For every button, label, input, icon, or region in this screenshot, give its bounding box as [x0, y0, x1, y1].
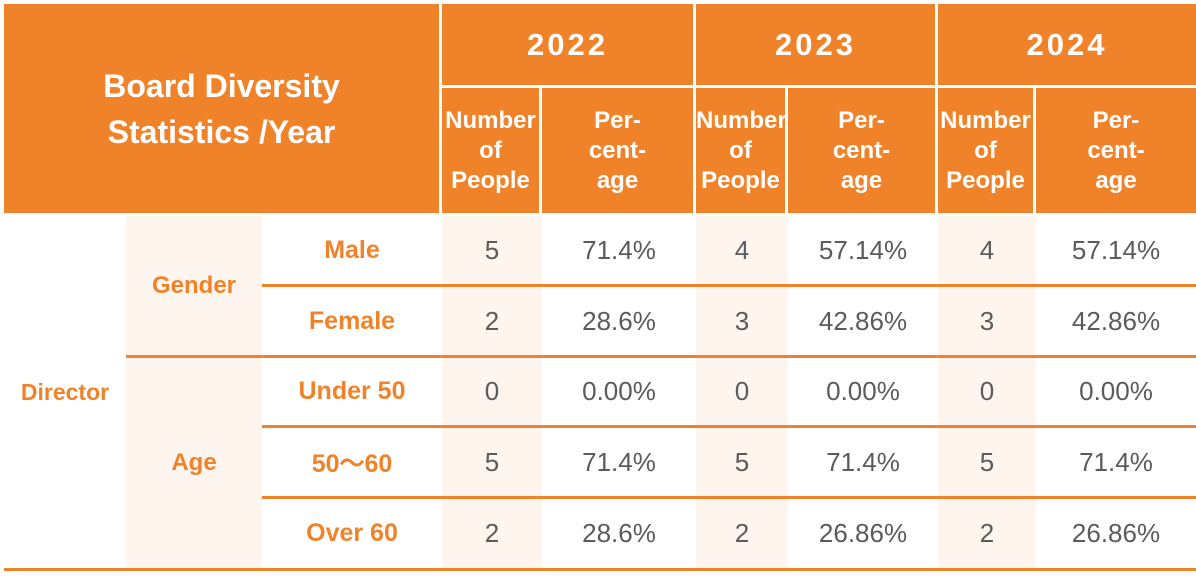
table-cell: 0	[938, 358, 1036, 428]
table-cell: 28.6%	[542, 499, 696, 571]
table-cell: 0.00%	[542, 358, 696, 428]
table-cell: 3	[938, 287, 1036, 358]
table-cell: 42.86%	[788, 287, 938, 358]
row-group-director: Director	[4, 216, 126, 571]
year-header-2022: 2022	[442, 4, 696, 88]
table-title-line2: Statistics /Year	[4, 109, 439, 155]
table-cell: 2	[938, 499, 1036, 571]
row-label-under-50: Under 50	[262, 358, 442, 428]
row-group-gender: Gender	[126, 216, 262, 358]
table-cell: 2	[442, 499, 542, 571]
table-title-line1: Board Diversity	[4, 63, 439, 109]
table-cell: 71.4%	[1036, 428, 1196, 499]
number-of-people-header: Number of People	[938, 88, 1036, 216]
number-of-people-header: Number of People	[442, 88, 542, 216]
year-header-2024: 2024	[938, 4, 1196, 88]
board-diversity-table: Board Diversity Statistics /Year 2022 20…	[4, 4, 1196, 571]
table-cell: 3	[696, 287, 788, 358]
table-cell: 57.14%	[1036, 216, 1196, 287]
table-cell: 2	[442, 287, 542, 358]
table-cell: 4	[938, 216, 1036, 287]
year-header-2023: 2023	[696, 4, 938, 88]
table-cell: 26.86%	[788, 499, 938, 571]
table-cell: 71.4%	[542, 428, 696, 499]
table-cell: 57.14%	[788, 216, 938, 287]
table-cell: 42.86%	[1036, 287, 1196, 358]
table-cell: 5	[696, 428, 788, 499]
table-cell: 0	[696, 358, 788, 428]
percentage-header: Per- cent- age	[788, 88, 938, 216]
table-cell: 28.6%	[542, 287, 696, 358]
row-label-male: Male	[262, 216, 442, 287]
table-cell: 71.4%	[788, 428, 938, 499]
table-title: Board Diversity Statistics /Year	[4, 4, 442, 216]
table-cell: 5	[938, 428, 1036, 499]
percentage-header: Per- cent- age	[1036, 88, 1196, 216]
table-cell: 0.00%	[1036, 358, 1196, 428]
table-cell: 0	[442, 358, 542, 428]
row-group-age: Age	[126, 358, 262, 571]
row-label-female: Female	[262, 287, 442, 358]
table-cell: 5	[442, 216, 542, 287]
board-diversity-table-container: Board Diversity Statistics /Year 2022 20…	[4, 4, 1196, 578]
table-cell: 2	[696, 499, 788, 571]
number-of-people-header: Number of People	[696, 88, 788, 216]
table-cell: 26.86%	[1036, 499, 1196, 571]
table-cell: 71.4%	[542, 216, 696, 287]
table-cell: 0.00%	[788, 358, 938, 428]
percentage-header: Per- cent- age	[542, 88, 696, 216]
table-cell: 4	[696, 216, 788, 287]
row-label-over-60: Over 60	[262, 499, 442, 571]
table-cell: 5	[442, 428, 542, 499]
row-label-50-to-60: 50～60	[262, 428, 442, 499]
